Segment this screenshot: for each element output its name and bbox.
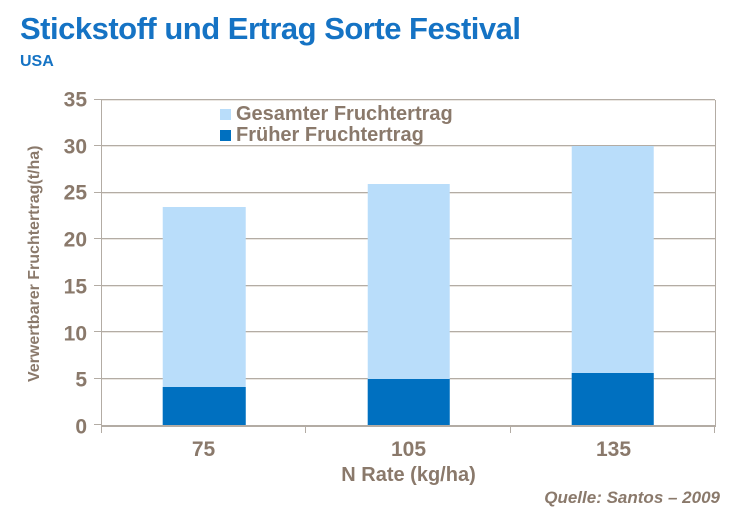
page-title: Stickstoff und Ertrag Sorte Festival — [20, 11, 521, 46]
x-tick-labels: 75 105 135 — [101, 427, 716, 461]
bar-early-75 — [162, 386, 246, 425]
legend: Gesamter Fruchtertrag Früher Fruchtertra… — [220, 103, 453, 146]
x-boundary-tick-3 — [714, 425, 715, 433]
y-tick-mark-10 — [94, 331, 102, 333]
y-tick-label-30: 30 — [63, 135, 87, 159]
y-tick-labels: 0 5 10 15 20 25 30 35 — [0, 90, 93, 438]
bar-group-105 — [367, 100, 450, 425]
legend-label: Früher Fruchtertrag — [236, 124, 424, 146]
bar-group-135 — [571, 100, 655, 425]
y-tick-label-25: 25 — [63, 181, 87, 205]
legend-swatch-light-blue-icon — [220, 108, 231, 120]
y-tick-label-5: 5 — [75, 368, 87, 392]
legend-swatch-dark-blue-icon — [220, 129, 231, 141]
bar-early-105 — [367, 378, 450, 425]
y-tick-label-20: 20 — [63, 228, 87, 252]
page-subtitle: USA — [20, 53, 54, 70]
x-tick-label-75: 75 — [191, 438, 216, 461]
legend-label: Gesamter Fruchtertrag — [236, 103, 453, 125]
source-credit: Quelle: Santos – 2009 — [544, 488, 720, 507]
x-boundary-tick-0 — [101, 425, 102, 433]
gridline-35 — [102, 99, 715, 100]
y-tick-label-10: 10 — [63, 322, 87, 346]
x-tick-label-135: 135 — [595, 438, 632, 461]
y-tick-mark-30 — [94, 145, 102, 147]
legend-item-frueher: Früher Fruchtertrag — [220, 125, 453, 145]
y-tick-mark-15 — [94, 284, 102, 286]
x-axis-title: N Rate (kg/ha) — [341, 464, 476, 486]
plot-area: Gesamter Fruchtertrag Früher Fruchtertra… — [94, 99, 716, 433]
y-tick-label-35: 35 — [63, 88, 87, 112]
bar-early-135 — [571, 373, 655, 425]
y-tick-mark-0 — [94, 424, 102, 425]
y-tick-mark-25 — [94, 191, 102, 193]
x-boundary-tick-1 — [305, 425, 307, 433]
x-boundary-tick-2 — [509, 425, 511, 433]
y-tick-mark-35 — [94, 99, 102, 100]
y-tick-label-0: 0 — [75, 415, 87, 439]
y-tick-label-15: 15 — [63, 275, 87, 299]
y-tick-mark-20 — [94, 238, 102, 240]
bar-group-75 — [162, 100, 246, 425]
gridline-30 — [102, 145, 715, 147]
y-tick-mark-5 — [94, 377, 102, 379]
x-tick-label-105: 105 — [390, 438, 427, 461]
legend-item-gesamter: Gesamter Fruchtertrag — [220, 104, 453, 124]
